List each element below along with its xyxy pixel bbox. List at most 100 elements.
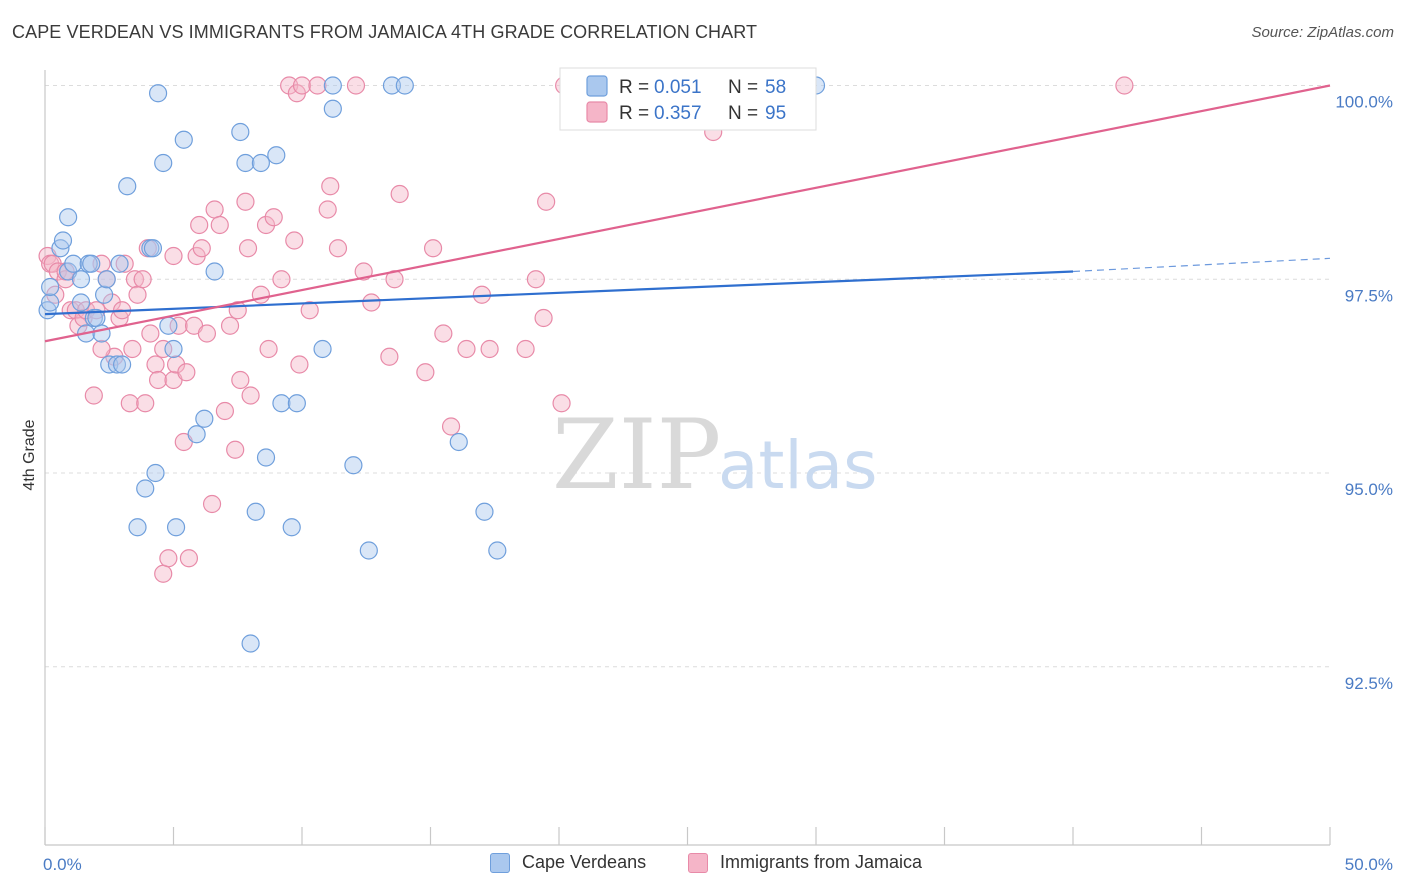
blue-point-5: [59, 208, 78, 227]
pink-point-86: [534, 308, 553, 328]
legend-bottom: Cape Verdeans Immigrants from Jamaica: [0, 852, 1406, 878]
pink-point-24: [133, 270, 152, 289]
legend-r-label-pink: R =: [619, 103, 649, 124]
blue-point-24: [136, 479, 155, 498]
pink-point-58: [259, 339, 278, 359]
blue-point-32: [166, 518, 186, 537]
blue-point-48: [323, 76, 342, 95]
blue-trend-extension: [1072, 257, 1331, 273]
blue-point-7: [64, 254, 83, 273]
pink-point-29: [148, 370, 168, 390]
pink-point-32: [159, 549, 178, 568]
blue-point-17: [97, 270, 116, 289]
blue-point-35: [195, 409, 214, 428]
pink-point-79: [434, 324, 453, 343]
pink-point-53: [236, 192, 255, 211]
pink-point-45: [202, 494, 222, 514]
legend-label-cape-verdeans: Cape Verdeans: [522, 852, 647, 872]
y-tick-label-0: 92.5%: [1345, 674, 1393, 693]
pink-point-59: [264, 208, 283, 227]
pink-point-22: [125, 270, 145, 289]
pink-point-20: [120, 394, 139, 413]
blue-point-53: [395, 76, 414, 95]
blue-point-54: [449, 432, 468, 452]
blue-point-26: [143, 239, 163, 258]
blue-point-34: [187, 425, 206, 444]
pink-point-69: [321, 177, 340, 196]
trend-lines: [44, 84, 1331, 343]
blue-point-36: [205, 262, 224, 281]
blue-point-30: [159, 316, 178, 335]
blue-point-43: [267, 146, 286, 165]
blue-point-44: [272, 394, 291, 413]
y-tick-label-3: 100.0%: [1335, 93, 1393, 112]
pink-point-33: [164, 246, 183, 266]
pink-point-67: [308, 76, 327, 95]
pink-point-3: [48, 262, 67, 281]
pink-point-61: [280, 76, 299, 95]
blue-point-16: [95, 285, 114, 304]
pink-point-49: [220, 316, 240, 335]
pink-point-68: [318, 200, 337, 219]
pink-point-43: [192, 239, 211, 258]
blue-point-39: [241, 634, 260, 653]
pink-point-44: [197, 324, 217, 343]
blue-point-33: [174, 130, 193, 149]
pink-point-80: [441, 417, 461, 436]
pink-point-76: [390, 184, 409, 204]
pink-point-64: [292, 76, 312, 95]
pink-point-66: [300, 301, 319, 320]
pink-point-23: [128, 285, 147, 304]
pink-point-83: [480, 339, 499, 359]
pink-point-81: [457, 339, 476, 359]
axes: [44, 70, 1331, 846]
legend-n-value-pink: 95: [765, 103, 786, 124]
blue-point-29: [154, 153, 173, 173]
blue-point-45: [282, 518, 301, 537]
pink-point-47: [210, 215, 229, 235]
pink-point-56: [251, 285, 270, 304]
watermark: ZIP atlas: [552, 399, 878, 511]
legend-n-label-blue: N =: [728, 77, 758, 98]
legend-top: R = 0.051 N = 58 R = 0.357 N = 95: [559, 67, 817, 131]
legend-item-cape-verdeans: Cape Verdeans: [490, 852, 646, 873]
blue-point-38: [236, 153, 255, 173]
blue-point-22: [118, 177, 137, 196]
legend-r-value-blue: 0.051: [654, 77, 702, 98]
pink-point-77: [416, 363, 435, 382]
pink-point-70: [328, 239, 348, 258]
blue-point-12: [82, 254, 101, 273]
pink-point-94: [92, 339, 111, 359]
pink-point-78: [423, 239, 443, 258]
x-tick-label-0: 0.0%: [43, 855, 82, 874]
pink-point-60: [272, 270, 291, 289]
blue-trend-line: [44, 270, 1074, 316]
pink-point-19: [115, 254, 134, 273]
pink-point-38: [177, 363, 196, 382]
pink-point-25: [136, 394, 155, 413]
blue-point-42: [256, 448, 276, 467]
y-tick-label-2: 97.5%: [1345, 286, 1393, 305]
pink-point-46: [205, 200, 224, 219]
legend-label-jamaica: Immigrants from Jamaica: [720, 852, 923, 872]
blue-point-31: [164, 339, 183, 359]
legend-swatch-cape-verdeans: [490, 852, 510, 873]
legend-n-value-blue: 58: [765, 77, 786, 98]
pink-point-73: [362, 293, 381, 312]
legend-n-label-pink: N =: [728, 103, 758, 124]
pink-point-50: [226, 440, 245, 459]
blue-point-15: [92, 324, 111, 343]
pink-point-48: [215, 401, 234, 421]
pink-point-42: [190, 215, 209, 235]
legend-r-label-blue: R =: [619, 77, 649, 98]
blue-point-1: [41, 293, 60, 312]
blue-point-18: [100, 355, 119, 374]
pink-trend-line: [44, 84, 1331, 343]
tick-labels: 92.5% 95.0% 97.5% 100.0% 0.0% 50.0%: [43, 93, 1393, 875]
blue-point-23: [128, 518, 147, 537]
legend-swatch-pink: [586, 101, 608, 123]
blue-point-56: [488, 541, 507, 560]
pink-point-87: [537, 192, 556, 211]
pink-point-57: [256, 215, 276, 235]
watermark-zip: ZIP: [552, 399, 721, 511]
